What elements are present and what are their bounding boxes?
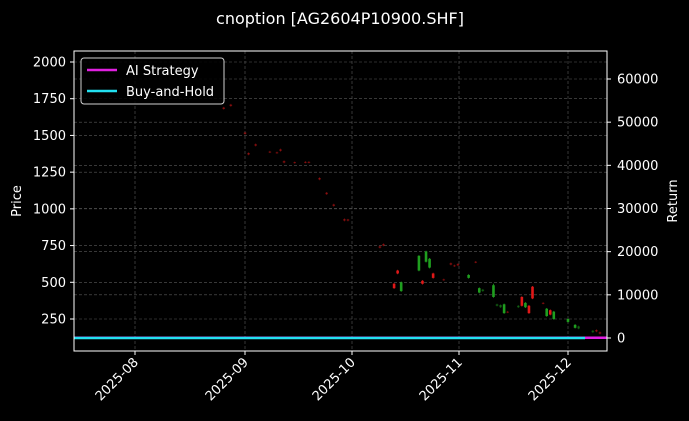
y-right-tick-label: 40000 bbox=[617, 159, 658, 174]
y-tick-label: 2000 bbox=[33, 56, 66, 71]
y-right-tick-label: 10000 bbox=[617, 288, 658, 303]
candle-body bbox=[467, 274, 470, 278]
candle-body bbox=[268, 151, 272, 153]
candle-body bbox=[318, 178, 321, 180]
candle-body bbox=[293, 162, 297, 164]
candle-body bbox=[541, 302, 545, 304]
candle-body bbox=[531, 286, 534, 299]
x-tick-label: 2025-12 bbox=[526, 355, 575, 404]
y-axis-right-label: Return bbox=[666, 179, 681, 222]
candle-body bbox=[548, 310, 552, 315]
candle-body bbox=[524, 302, 527, 308]
candle-body bbox=[502, 304, 506, 314]
candle-body bbox=[346, 219, 350, 221]
candle-body bbox=[552, 311, 556, 319]
candle-body bbox=[392, 283, 396, 289]
y-tick-label: 250 bbox=[41, 313, 66, 328]
candle-body bbox=[577, 326, 580, 329]
candle-body bbox=[247, 153, 250, 155]
y-axis-right: 0 10000 20000 30000 40000 50000 60000 bbox=[607, 73, 658, 347]
candle-body bbox=[332, 204, 336, 206]
candle-body bbox=[527, 305, 531, 314]
candle-body bbox=[566, 319, 570, 322]
y-tick-label: 1500 bbox=[33, 129, 66, 144]
candlesticks bbox=[222, 103, 602, 335]
candle-body bbox=[431, 273, 435, 278]
candle-body bbox=[343, 219, 346, 221]
candle-body bbox=[477, 288, 481, 293]
y-axis-left: 250 500 750 1000 1250 1500 1750 2000 bbox=[33, 56, 74, 328]
legend-label-ai-strategy: AI Strategy bbox=[126, 64, 199, 79]
x-axis: 2025-08 2025-09 2025-10 2025-11 2025-12 bbox=[93, 351, 575, 404]
candle-body bbox=[382, 244, 385, 246]
candle-body bbox=[279, 149, 282, 151]
candle-body bbox=[456, 263, 460, 266]
candle-body bbox=[453, 265, 456, 267]
candle-body bbox=[304, 161, 307, 163]
candle-body bbox=[421, 280, 424, 284]
candle-body bbox=[442, 279, 446, 281]
plot-frame bbox=[73, 50, 608, 352]
candle-body bbox=[506, 311, 509, 313]
candle-body bbox=[417, 255, 421, 271]
y-right-tick-label: 60000 bbox=[617, 73, 658, 88]
y-tick-label: 750 bbox=[41, 239, 66, 254]
x-tick-label: 2025-10 bbox=[310, 355, 359, 404]
y-tick-label: 1250 bbox=[33, 166, 66, 181]
candle-body bbox=[325, 192, 328, 195]
x-tick-label: 2025-09 bbox=[203, 355, 252, 404]
candle-body bbox=[474, 261, 478, 263]
candle-body bbox=[517, 305, 520, 308]
candle-body bbox=[520, 296, 524, 306]
candle-body bbox=[481, 289, 485, 292]
candle-body bbox=[428, 258, 431, 268]
y-tick-label: 1000 bbox=[33, 202, 66, 217]
candle-body bbox=[492, 285, 495, 297]
candle-body bbox=[222, 107, 226, 109]
candle-body bbox=[573, 324, 577, 328]
candle-body bbox=[307, 161, 311, 163]
x-tick-label: 2025-11 bbox=[417, 355, 466, 404]
candle-body bbox=[396, 270, 399, 274]
chart-title: cnoption [AG2604P10900.SHF] bbox=[216, 9, 464, 28]
y-right-tick-label: 20000 bbox=[617, 245, 658, 260]
candle-body bbox=[449, 263, 453, 265]
candle-body bbox=[399, 282, 403, 292]
y-right-tick-label: 50000 bbox=[617, 116, 658, 131]
candle-body bbox=[499, 305, 502, 308]
candle-body bbox=[495, 304, 499, 306]
candle-body bbox=[424, 251, 428, 262]
y-axis-left-label: Price bbox=[10, 185, 25, 217]
candle-body bbox=[254, 144, 257, 146]
candle-body bbox=[378, 246, 382, 248]
y-right-tick-label: 0 bbox=[617, 332, 625, 347]
candle-body bbox=[275, 152, 279, 154]
y-right-tick-label: 30000 bbox=[617, 202, 658, 217]
legend-label-buy-and-hold: Buy-and-Hold bbox=[126, 85, 214, 100]
legend: AI Strategy Buy-and-Hold bbox=[80, 57, 225, 105]
candle-body bbox=[545, 308, 549, 317]
candle-body bbox=[598, 332, 602, 334]
y-tick-label: 1750 bbox=[33, 92, 66, 107]
y-tick-label: 500 bbox=[41, 276, 66, 291]
candle-body bbox=[243, 132, 247, 134]
x-tick-label: 2025-08 bbox=[93, 355, 142, 404]
candle-body bbox=[229, 104, 233, 107]
candle-body bbox=[282, 161, 286, 163]
candle-body bbox=[595, 330, 598, 332]
candle-body bbox=[591, 330, 595, 333]
